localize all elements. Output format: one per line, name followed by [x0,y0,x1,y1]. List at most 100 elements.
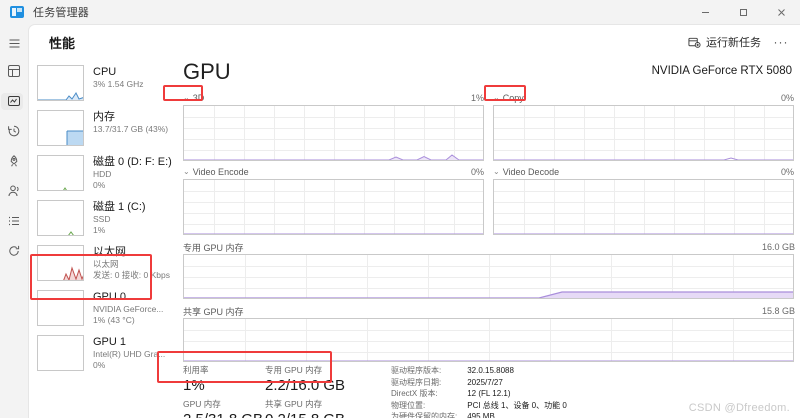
chart-3d: ⌄ 3D 1% [183,91,484,161]
chart-video-encode-max: 0% [470,167,484,177]
sidebar-item-disk1[interactable]: 磁盘 1 (C:) SSD 1% [29,196,162,241]
chart-3d-header: ⌄ 3D 1% [183,91,484,105]
stat-label: 利用率 [183,365,209,375]
run-new-task-button[interactable]: 运行新任务 [681,31,768,53]
sidebar-item-cpu[interactable]: CPU 3% 1.54 GHz [29,61,162,106]
disk1-sparkline [37,200,84,236]
chart-dedicated-memory-label: 专用 GPU 内存 [183,242,244,253]
sidebar-item-disk0[interactable]: 磁盘 0 (D: F: E:) HDD 0% [29,151,172,196]
info-value: 2025/7/27 [467,377,503,387]
chart-copy: ⌄ Copy 0% [493,91,794,161]
hamburger-icon[interactable] [0,30,28,56]
sidebar-item-text: 磁盘 0 (D: F: E:) HDD 0% [93,155,172,191]
chart-3d-plot [183,105,484,161]
chevron-down-icon: ⌄ [183,167,190,176]
chart-dedicated-memory-max: 16.0 GB [761,242,795,252]
sidebar-item-performance[interactable] [0,86,28,116]
gpu1-sparkline [37,335,84,371]
info-value: 32.0.15.8088 [467,366,514,375]
task-manager-icon [10,6,24,18]
chart-video-encode-label-group[interactable]: ⌄ Video Encode [183,167,249,177]
sidebar-item-sub2: 0% [93,360,106,370]
sidebar-item-sub1: NVIDIA GeForce... [93,304,164,314]
sidebar-item-text: GPU 1 Intel(R) UHD Gra... 0% [93,335,166,371]
info-key: 驱动程序版本: [391,366,442,375]
content-page: 性能 运行新任务 ··· [28,24,800,418]
close-button[interactable] [762,0,800,24]
gpu0-sparkline [37,290,84,326]
sidebar-item-name: 以太网 [93,246,126,258]
sidebar-item-sub1: 以太网 [93,259,119,269]
sidebar-item-text: GPU 0 NVIDIA GeForce... 1% (43 °C) [93,290,164,326]
sidebar-item-services[interactable] [0,236,28,266]
gpu-header: GPU NVIDIA GeForce RTX 5080 [162,59,800,91]
sidebar-item-sub2: 0% [93,180,106,190]
resource-sidebar: CPU 3% 1.54 GHz 内存 13.7/31.7 GB (43%) [29,59,172,418]
sidebar-item-text: 内存 13.7/31.7 GB (43%) [93,110,169,135]
ethernet-sparkline [37,245,84,281]
chart-dedicated-memory: 专用 GPU 内存 16.0 GB [183,240,795,299]
sidebar-item-app-history[interactable] [0,116,28,146]
sidebar-item-users[interactable] [0,176,28,206]
more-options-button[interactable]: ··· [773,35,789,49]
maximize-button[interactable] [724,0,762,24]
header-actions: 运行新任务 ··· [681,31,800,53]
info-key: 驱动程序日期: [391,377,442,387]
info-key: 为硬件保留的内存: [391,412,458,418]
chart-row-engines-2: ⌄ Video Encode 0% [183,165,795,235]
chart-shared-memory-label: 共享 GPU 内存 [183,306,244,317]
chart-video-decode-label-group[interactable]: ⌄ Video Decode [493,167,559,177]
chart-video-encode-label: Video Encode [192,167,249,177]
chart-video-decode-max: 0% [780,167,794,177]
title-bar: 任务管理器 [0,0,800,24]
stat-gpu-memory: GPU 内存 2.5/31.8 GB [183,398,265,418]
stat-value: 0.2/15.8 GB [265,410,375,418]
gpu-stat-grid: 利用率 1% 专用 GPU 内存 2.2/16.0 GB GPU 内存 2.5/… [183,364,375,418]
chart-shared-memory-header: 共享 GPU 内存 15.8 GB [183,304,795,318]
sidebar-item-name: 内存 [93,111,115,123]
chart-copy-max: 0% [780,93,794,103]
sidebar-item-sub1: HDD [93,169,112,179]
stat-label: 共享 GPU 内存 [265,399,323,409]
sidebar-item-details[interactable] [0,206,28,236]
chart-dedicated-memory-plot [183,254,794,299]
sidebar-item-sub2: 1% (43 °C) [93,315,135,325]
sidebar-item-sub1: 3% 1.54 GHz [93,79,144,89]
gpu-charts: ⌄ 3D 1% [183,91,795,362]
sidebar-item-memory[interactable]: 内存 13.7/31.7 GB (43%) [29,106,169,151]
chart-copy-plot [493,105,794,161]
info-key: DirectX 版本: [391,389,438,398]
gpu-heading: GPU [183,59,231,84]
chart-video-decode-label: Video Decode [502,167,560,177]
cpu-sparkline [37,65,84,101]
sidebar-item-text: 以太网 以太网 发送: 0 接收: 0 Kbps [93,245,170,281]
minimize-button[interactable] [686,0,724,24]
chart-copy-header: ⌄ Copy 0% [493,91,794,105]
stat-label: 专用 GPU 内存 [265,365,323,375]
chart-3d-label-group[interactable]: ⌄ 3D [183,93,204,103]
sidebar-item-gpu1[interactable]: GPU 1 Intel(R) UHD Gra... 0% [29,331,166,376]
sidebar-item-name: CPU [93,66,117,78]
sidebar-item-sub1: Intel(R) UHD Gra... [93,349,166,359]
new-task-icon [688,36,701,49]
gpu-model-name: NVIDIA GeForce RTX 5080 [651,65,792,77]
chart-video-encode: ⌄ Video Encode 0% [183,165,484,235]
info-value: 12 (FL 12.1) [467,389,511,398]
sidebar-item-startup-apps[interactable] [0,146,28,176]
chart-copy-label-group[interactable]: ⌄ Copy [493,93,524,103]
page-title: 性能 [49,35,76,51]
stat-value: 2.5/31.8 GB [183,410,265,418]
sidebar-item-ethernet[interactable]: 以太网 以太网 发送: 0 接收: 0 Kbps [29,241,170,286]
stat-shared-gpu-memory: 共享 GPU 内存 0.2/15.8 GB [265,398,375,418]
sidebar-item-gpu0[interactable]: GPU 0 NVIDIA GeForce... 1% (43 °C) [29,286,164,331]
stat-value: 1% [183,377,205,394]
info-key: 物理位置: [391,400,426,410]
sidebar-item-sub1: 13.7/31.7 GB (43%) [93,124,169,134]
sidebar-item-sub1: SSD [93,214,111,224]
chart-shared-memory: 共享 GPU 内存 15.8 GB [183,304,795,362]
nav-rail [0,24,28,418]
stat-label: GPU 内存 [183,399,221,409]
sidebar-item-name: GPU 1 [93,336,127,348]
chart-row-engines-1: ⌄ 3D 1% [183,91,795,161]
sidebar-item-processes[interactable] [0,56,28,86]
